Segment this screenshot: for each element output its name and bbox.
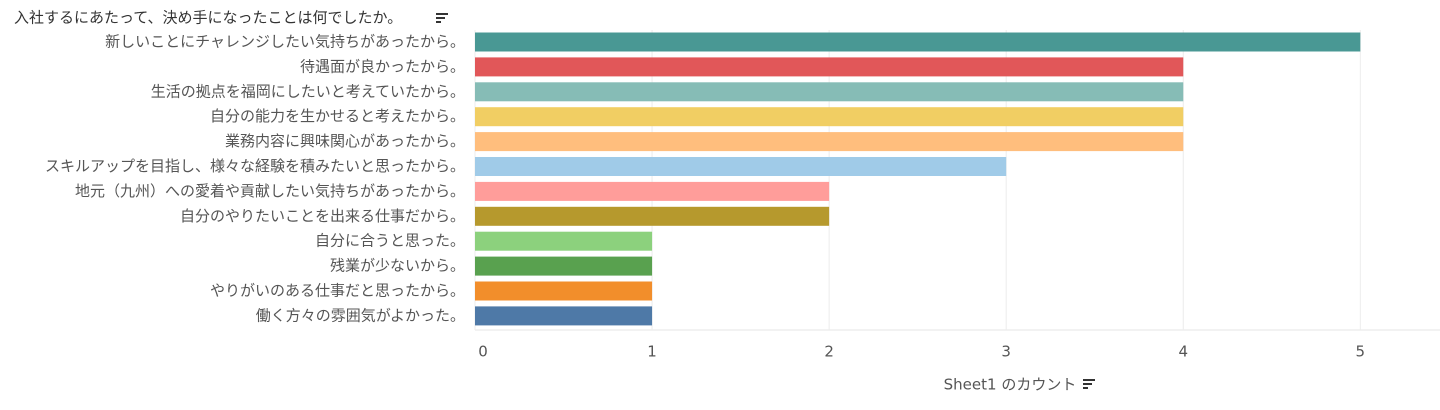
bar — [475, 206, 830, 226]
sort-icon[interactable] — [1083, 379, 1095, 389]
x-tick-label: 5 — [1356, 343, 1366, 361]
bar — [475, 107, 1184, 127]
y-tick-label: 新しいことにチャレンジしたい気持ちがあったから。 — [105, 33, 465, 51]
bar — [475, 231, 653, 251]
bar — [475, 306, 653, 326]
x-tick-label: 1 — [647, 343, 657, 361]
y-tick-label: 自分に合うと思った。 — [315, 232, 465, 250]
y-tick-label: 自分の能力を生かせると考えたから。 — [210, 107, 465, 125]
sort-icon-bar — [1083, 387, 1088, 389]
y-tick-label: 自分のやりたいことを出来る仕事だから。 — [180, 207, 465, 225]
y-tick-label: 待遇面が良かったから。 — [300, 57, 465, 75]
y-tick-label: 残業が少ないから。 — [330, 257, 465, 275]
bar — [475, 82, 1184, 102]
sort-icon-bar — [1083, 383, 1092, 385]
sort-icon-bar — [436, 21, 441, 23]
sort-icon[interactable] — [436, 13, 448, 23]
bar — [475, 181, 830, 201]
chart-title: 入社するにあたって、決め手になったことは何でしたか。 — [14, 9, 402, 27]
sort-icon-bar — [436, 13, 448, 15]
y-tick-label: スキルアップを目指し、様々な経験を積みたいと思ったから。 — [45, 157, 465, 175]
bar — [475, 281, 653, 301]
sort-icon-bar — [1083, 379, 1095, 381]
y-tick-label: 生活の拠点を福岡にしたいと考えていたから。 — [151, 82, 465, 100]
bar — [475, 132, 1184, 152]
x-tick-label: 0 — [478, 343, 488, 361]
y-tick-label: 働く方々の雰囲気がよかった。 — [256, 306, 465, 324]
bar — [475, 57, 1184, 77]
y-tick-label: 業務内容に興味関心があったから。 — [225, 132, 465, 150]
y-tick-label: 地元（九州）への愛着や貢献したい気持ちがあったから。 — [75, 182, 465, 200]
bar — [475, 157, 1007, 176]
bar — [475, 256, 653, 276]
x-tick-label: 3 — [1001, 343, 1011, 361]
bar — [475, 32, 1361, 52]
y-tick-label: やりがいのある仕事だと思ったから。 — [210, 282, 465, 300]
x-tick-label: 2 — [824, 343, 834, 361]
x-axis-label: Sheet1 のカウント — [944, 376, 1077, 394]
sort-icon-bar — [436, 17, 445, 19]
x-tick-label: 4 — [1178, 343, 1188, 361]
